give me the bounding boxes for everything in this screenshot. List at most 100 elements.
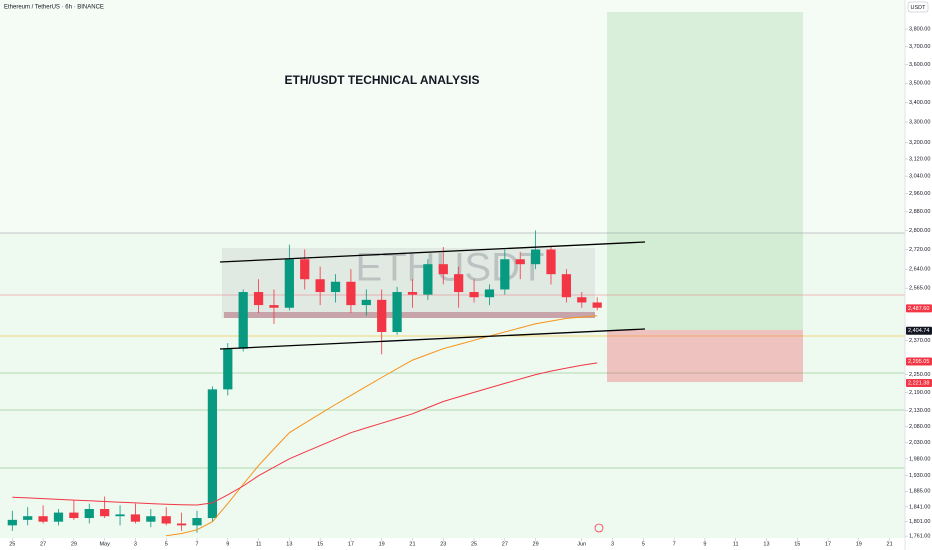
x-tick-label: 9: [703, 541, 706, 547]
y-tick-label: 2,080.00: [909, 424, 930, 430]
y-tick-label: 1,761.00: [909, 534, 930, 540]
y-tick-label: 2,130.00: [909, 408, 930, 414]
x-tick-label: 19: [856, 541, 862, 547]
candle-body: [176, 523, 187, 526]
candle-body: [377, 299, 387, 333]
y-tick-label: 2,190.00: [909, 390, 930, 396]
candle-body: [207, 389, 218, 519]
event-icon[interactable]: [594, 523, 604, 533]
candle-body: [330, 281, 341, 293]
candle-body: [361, 299, 371, 306]
candle-body: [423, 264, 433, 295]
x-tick-label: 29: [71, 541, 77, 547]
candle-body: [69, 512, 79, 519]
candle-body: [469, 292, 479, 298]
candle-body: [592, 302, 602, 308]
candle-body: [238, 292, 248, 349]
price-label: 2,404.74: [908, 328, 929, 334]
channel-line: [219, 241, 646, 263]
candle-body: [561, 274, 572, 298]
x-tick-label: 7: [195, 541, 198, 547]
candle-body: [300, 259, 310, 280]
candle-body: [7, 519, 17, 526]
candle-body: [161, 516, 171, 524]
y-tick-label: 2,640.00: [909, 267, 930, 273]
candle-body: [223, 348, 233, 390]
candle-body: [577, 297, 587, 303]
x-tick-label: 7: [673, 541, 676, 547]
price-label: 2,221.38: [908, 380, 929, 386]
x-tick-label: Jun: [577, 541, 586, 547]
currency-box: [907, 1, 929, 13]
y-tick-label: 3,040.00: [909, 174, 930, 180]
moving-average: [166, 315, 598, 537]
y-tick-label: 1,841.00: [909, 504, 930, 510]
stop-zone: [607, 330, 803, 382]
zone-background: [0, 233, 905, 538]
candle-body: [530, 249, 541, 265]
x-tick-label: 21: [887, 541, 893, 547]
price-label-box: [906, 378, 932, 387]
candle-body: [438, 264, 448, 275]
y-tick-label: 3,300.00: [909, 119, 930, 125]
y-tick-label: 2,720.00: [909, 247, 930, 253]
candle-body: [284, 259, 294, 308]
y-tick-label: 1,801.00: [909, 519, 930, 525]
watermark: ETHUSDT: [356, 246, 545, 290]
x-tick-label: 13: [763, 541, 769, 547]
x-tick-label: 15: [317, 541, 323, 547]
y-tick-label: 3,600.00: [909, 62, 930, 68]
y-tick-label: 3,800.00: [909, 26, 930, 32]
x-tick-label: 9: [226, 541, 229, 547]
candle-body: [115, 514, 125, 517]
candle-body: [269, 305, 279, 308]
channel-line: [219, 328, 646, 350]
y-tick-label: 3,120.00: [909, 156, 930, 162]
candle-body: [315, 279, 325, 293]
price-label: 2,487.60: [908, 306, 929, 312]
x-tick-label: 17: [825, 541, 831, 547]
y-tick-label: 2,565.00: [909, 286, 930, 292]
candle-body: [192, 518, 202, 526]
x-tick-label: 15: [794, 541, 800, 547]
candle-body: [546, 249, 556, 275]
y-tick-label: 2,030.00: [909, 440, 930, 446]
y-tick-label: 1,930.00: [909, 473, 930, 479]
x-tick-label: 5: [165, 541, 168, 547]
y-tick-label: 2,960.00: [909, 191, 930, 197]
price-label-box: [906, 326, 932, 335]
candle-body: [484, 289, 495, 298]
y-tick-label: 3,200.00: [909, 140, 930, 146]
x-tick-label: 19: [379, 541, 385, 547]
candle-body: [500, 259, 510, 290]
y-tick-label: 2,370.00: [909, 338, 930, 344]
support-band: [224, 312, 595, 318]
x-tick-label: 25: [9, 541, 15, 547]
y-tick-label: 3,500.00: [909, 81, 930, 87]
candle-body: [515, 259, 525, 265]
x-tick-label: May: [99, 541, 110, 547]
y-tick-label: 1,885.00: [909, 489, 930, 495]
candle-body: [23, 516, 33, 520]
x-tick-label: 25: [471, 541, 477, 547]
x-tick-label: 27: [502, 541, 508, 547]
moving-average: [12, 362, 598, 506]
candle-body: [84, 508, 94, 519]
price-label-box: [906, 304, 932, 313]
y-tick-label: 2,880.00: [909, 209, 930, 215]
x-tick-label: 3: [134, 541, 137, 547]
x-tick-label: 11: [733, 541, 739, 547]
candle-body: [38, 516, 48, 522]
y-tick-label: 1,980.00: [909, 456, 930, 462]
symbol-header: Ethereum / TetherUS · 6h · BINANCE: [4, 5, 104, 11]
candle-body: [146, 516, 156, 522]
price-axis: [905, 0, 932, 550]
candle-body: [253, 292, 264, 306]
x-tick-label: 21: [409, 541, 415, 547]
candle-body: [346, 281, 356, 306]
chart-title: ETH/USDT TECHNICAL ANALYSIS: [285, 73, 480, 87]
y-tick-label: 2,800.00: [909, 228, 930, 234]
x-tick-label: 5: [642, 541, 645, 547]
candle-body: [392, 292, 402, 333]
